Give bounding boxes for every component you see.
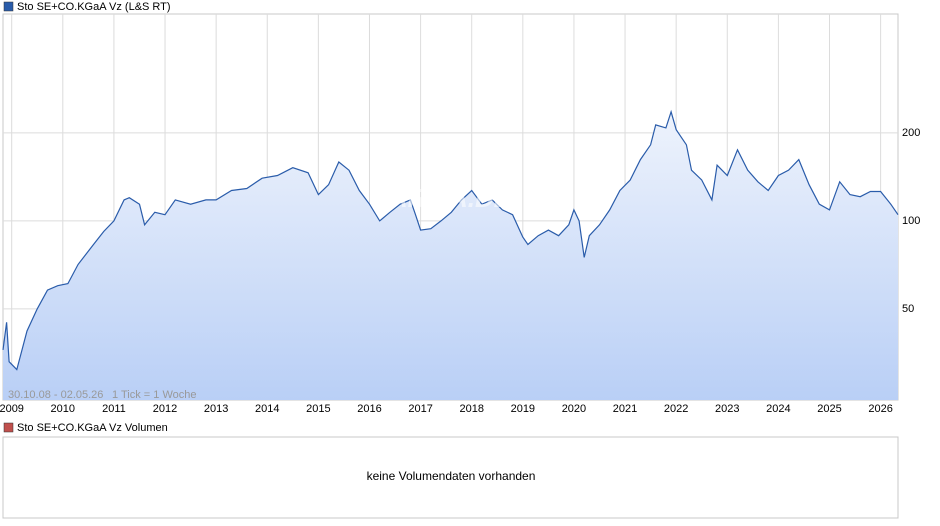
area: [3, 111, 898, 401]
x-tick-label: 2026: [868, 403, 892, 415]
x-tick-label: 2025: [817, 403, 841, 415]
y-tick-label: 100: [902, 215, 920, 227]
x-tick-label: 2015: [306, 403, 330, 415]
y-tick-label: 50: [902, 303, 914, 315]
volume-legend-swatch: [3, 422, 14, 433]
x-tick-label: 2013: [204, 403, 228, 415]
plot: [2, 109, 899, 401]
tick-info: 1 Tick = 1 Woche: [112, 389, 196, 401]
watermark: ARIVA.DE: [388, 183, 512, 213]
x-tick-label: 2017: [408, 403, 432, 415]
volume-title: Sto SE+CO.KGaA Vz Volumen: [17, 422, 168, 434]
x-tick-label: 2012: [153, 403, 177, 415]
x-tick-label: 2020: [562, 403, 586, 415]
legend-label: Sto SE+CO.KGaA Vz (L&S RT): [17, 1, 171, 13]
legend-swatch: [3, 1, 14, 12]
volume-frame: [2, 436, 899, 519]
x-tick-label: 2022: [664, 403, 688, 415]
x-tick-label: 2009: [0, 403, 24, 415]
x-tick-label: 2016: [357, 403, 381, 415]
x-tick-label: 2023: [715, 403, 739, 415]
x-tick-label: 2010: [51, 403, 75, 415]
date-range: 30.10.08 - 02.05.26: [8, 389, 103, 401]
x-tick-label: 2011: [102, 403, 126, 415]
x-tick-label: 2014: [255, 403, 279, 415]
price-line: [2, 109, 899, 371]
x-tick-label: 2021: [613, 403, 637, 415]
x-tick-label: 2019: [511, 403, 535, 415]
x-tick-label: 2018: [459, 403, 483, 415]
x-tick-label: 2024: [766, 403, 790, 415]
volume-message: keine Volumendaten vorhanden: [367, 469, 536, 483]
y-tick-label: 200: [902, 127, 920, 139]
